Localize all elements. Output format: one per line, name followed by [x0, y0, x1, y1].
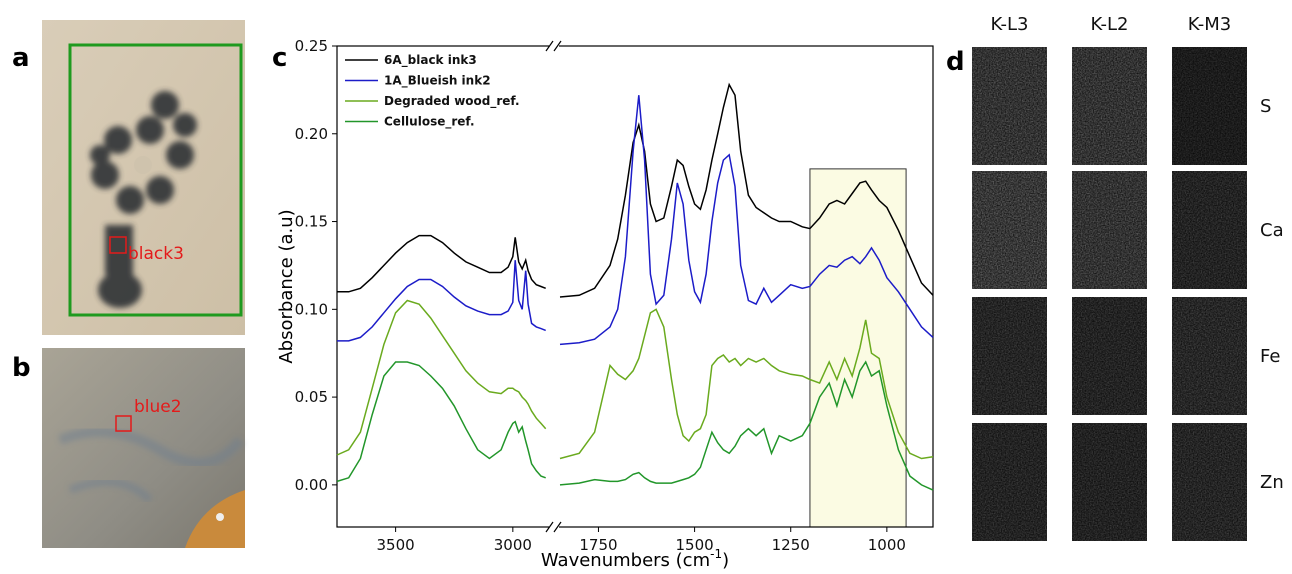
spectrum-line: [559, 308, 934, 460]
spectrum-line: [336, 299, 547, 456]
map-image: [972, 171, 1047, 289]
y-tick-label: 0.20: [295, 125, 328, 143]
panel-label: a: [12, 43, 30, 73]
map-image: [1072, 423, 1147, 541]
legend-label: Cellulose_ref.: [384, 115, 475, 130]
x-tick-label: 1000: [868, 536, 906, 554]
map-image: [972, 297, 1047, 415]
map-row-label: Zn: [1260, 472, 1284, 493]
map-row-label: Ca: [1260, 220, 1284, 241]
spectrum-line: [337, 234, 546, 293]
map-image: [972, 423, 1047, 541]
x-tick-label: 3500: [377, 536, 415, 554]
axis-break: [553, 521, 562, 533]
map-image: [1172, 423, 1247, 541]
x-axis-label: Wavenumbers (cm-1): [541, 547, 729, 570]
plot-frame: [336, 45, 934, 528]
axis-break-gap: [549, 523, 559, 531]
x-axis-label-sup: -1: [710, 547, 722, 561]
x-axis-label: Wavenumbers (cm: [541, 550, 710, 570]
spectrum-line: [337, 260, 546, 342]
map-column-label: K-L3: [991, 14, 1029, 35]
axis-break: [545, 40, 554, 52]
photo-annotation: black3: [128, 244, 184, 264]
map-image: [972, 47, 1047, 165]
legend-label: Degraded wood_ref.: [384, 94, 520, 109]
map-image: [1072, 47, 1147, 165]
map-column-label: K-M3: [1188, 14, 1231, 35]
map-image: [1172, 297, 1247, 415]
x-tick-label: 1250: [772, 536, 810, 554]
photo-a: black3: [42, 20, 245, 335]
y-tick-label: 0.25: [295, 37, 328, 55]
legend-label: 6A_black ink3: [384, 53, 477, 68]
y-tick-label: 0.10: [295, 300, 328, 318]
y-axis-label: Absorbance (a.u): [276, 209, 297, 363]
map-column-label: K-L2: [1091, 14, 1129, 35]
legend-label: 1A_Blueish ink2: [384, 74, 491, 89]
spectra-chart: 0.00 0.05 0.10 0.15 0.20 0.25 3500 3000 1750 1500…: [276, 37, 934, 571]
map-row-label: Fe: [1260, 346, 1280, 367]
x-axis-label: ): [722, 550, 729, 570]
panel-label: b: [12, 353, 31, 383]
map-image: [1072, 171, 1147, 289]
spectrum-line: [559, 95, 934, 346]
photo-annotation: blue2: [134, 397, 182, 417]
panel-label: d: [946, 47, 965, 77]
photo-b: blue2: [42, 348, 245, 548]
spectrum-line: [559, 360, 934, 491]
y-tick-label: 0.15: [295, 213, 328, 231]
axis-break: [545, 521, 554, 533]
spectrum-line: [336, 361, 546, 483]
y-tick-label: 0.00: [295, 476, 328, 494]
map-image: [1172, 47, 1247, 165]
element-maps: K-L3 K-L2 K-M3 S Ca Fe Zn: [972, 14, 1284, 541]
axis-break: [553, 40, 562, 52]
highlight-region: [809, 168, 907, 528]
map-image: [1172, 171, 1247, 289]
x-tick-label: 1500: [675, 536, 713, 554]
x-tick-label: 3000: [494, 536, 532, 554]
axis-break-gap: [549, 42, 559, 50]
y-tick-label: 0.05: [295, 388, 328, 406]
map-image: [1072, 297, 1147, 415]
map-row-label: S: [1260, 96, 1271, 117]
x-tick-label: 1750: [579, 536, 617, 554]
panel-label: c: [272, 43, 287, 73]
